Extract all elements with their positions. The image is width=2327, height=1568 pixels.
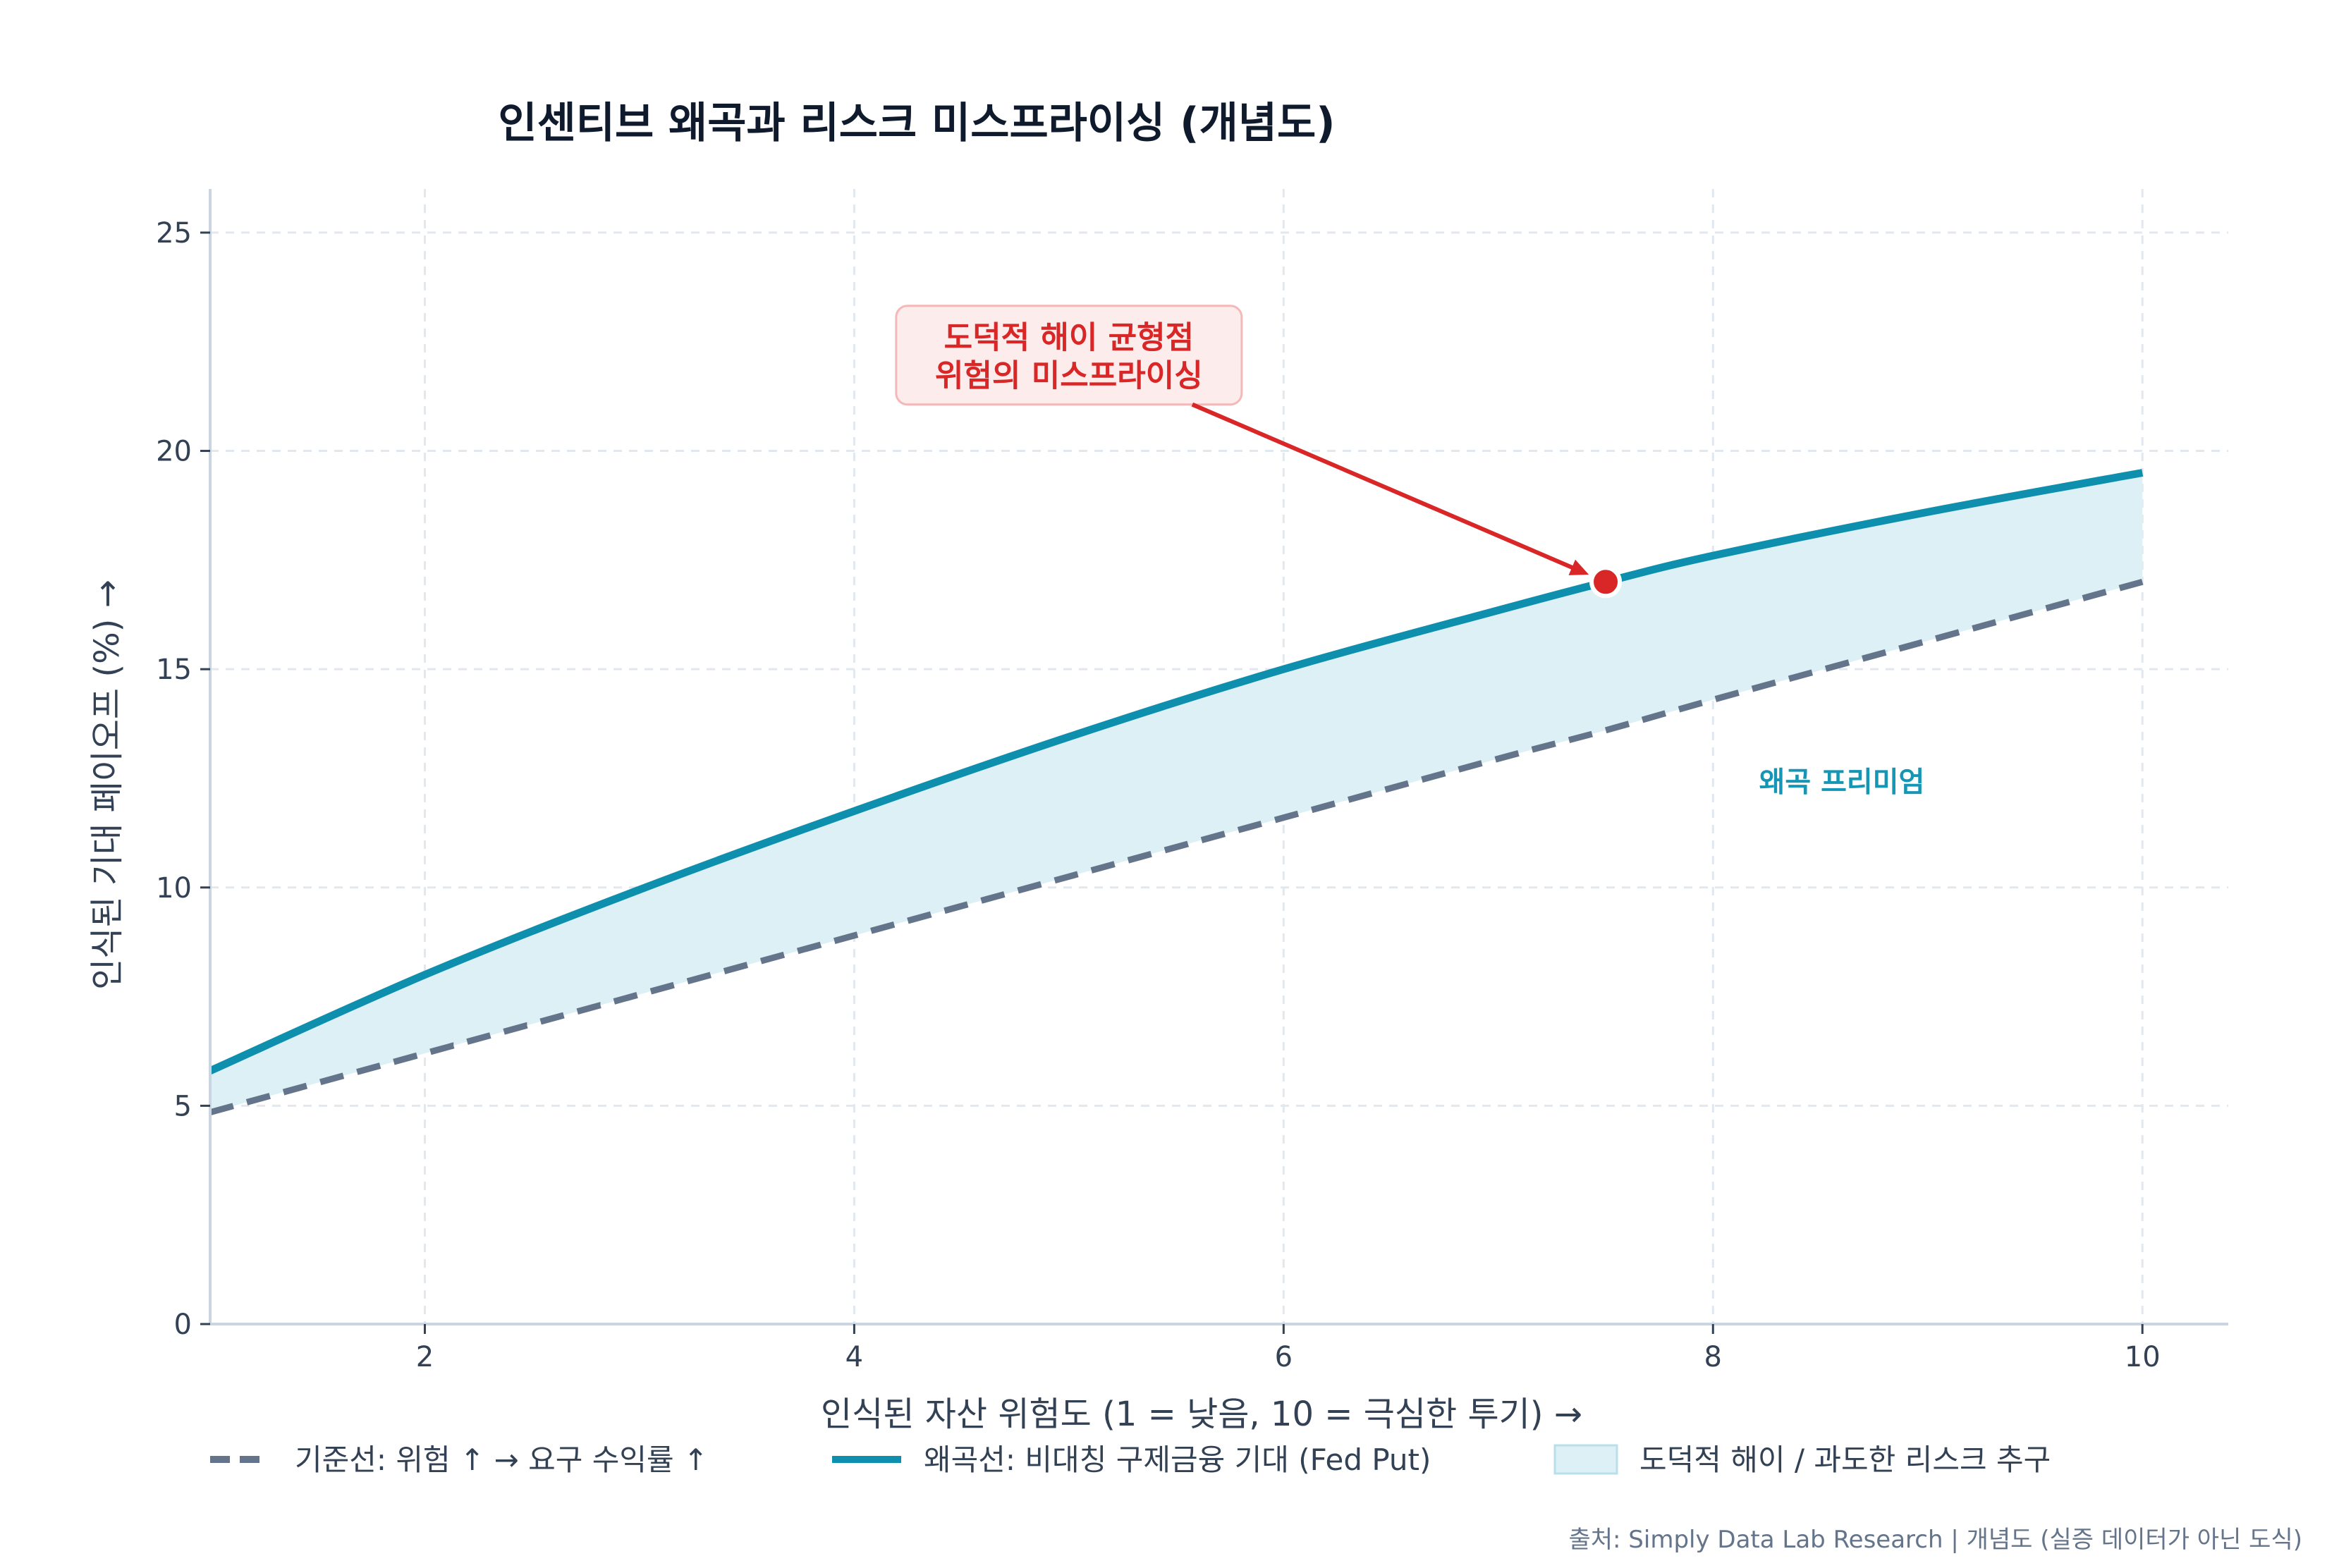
source-note: 출처: Simply Data Lab Research | 개념도 (실증 데… bbox=[1568, 1526, 2302, 1554]
y-tick-label: 25 bbox=[156, 217, 192, 250]
legend-fill-swatch bbox=[1553, 1444, 1618, 1475]
y-axis-label: 인식된 기대 페이오프 (%) → bbox=[87, 580, 127, 990]
x-tick-label: 10 bbox=[2125, 1341, 2161, 1373]
x-axis-label: 인식된 자산 위험도 (1 = 낮음, 10 = 극심한 투기) → bbox=[821, 1395, 1582, 1434]
y-tick-label: 10 bbox=[156, 872, 192, 905]
y-tick-label: 20 bbox=[156, 436, 192, 468]
y-tick-label: 0 bbox=[174, 1309, 192, 1341]
fill-region-label: 왜곡 프리미엄 bbox=[1759, 766, 1925, 799]
y-tick-label: 15 bbox=[156, 654, 192, 686]
annotation-arrowhead bbox=[1568, 559, 1589, 575]
legend-baseline-label: 기준선: 위험 ↑ → 요구 수익률 ↑ bbox=[295, 1443, 708, 1477]
annotation-text-line1: 도덕적 해이 균형점 bbox=[944, 320, 1194, 356]
x-tick-label: 6 bbox=[1275, 1341, 1293, 1373]
annotation-box bbox=[895, 305, 1243, 406]
moral-hazard-fill-area bbox=[210, 472, 2143, 1113]
tick-labels: 2 4 6 8 10 0 5 10 15 20 25 bbox=[156, 217, 2161, 1373]
x-tick-label: 2 bbox=[416, 1341, 434, 1373]
equilibrium-point-marker bbox=[1589, 565, 1623, 599]
x-tick-label: 8 bbox=[1704, 1341, 1722, 1373]
annotation-text-line2: 위험의 미스프라이싱 bbox=[935, 358, 1203, 394]
legend: 기준선: 위험 ↑ → 요구 수익률 ↑ 왜곡선: 비대칭 구제금융 기대 (F… bbox=[210, 1443, 2051, 1477]
distorted-series-line bbox=[208, 469, 2144, 1074]
annotation: 도덕적 해이 균형점 위험의 미스프라이싱 bbox=[895, 305, 1623, 599]
x-tick-label: 4 bbox=[845, 1341, 863, 1373]
axes bbox=[209, 189, 2228, 1325]
grid-lines bbox=[210, 189, 2228, 1324]
y-tick-label: 5 bbox=[174, 1090, 192, 1122]
annotation-arrow bbox=[1191, 402, 1584, 574]
legend-distorted-label: 왜곡선: 비대칭 구제금융 기대 (Fed Put) bbox=[924, 1443, 1431, 1477]
baseline-series-line bbox=[209, 578, 2144, 1116]
chart-title: 인센티브 왜곡과 리스크 미스프라이싱 (개념도) bbox=[498, 99, 1335, 148]
legend-fill-label: 도덕적 해이 / 과도한 리스크 추구 bbox=[1639, 1443, 2051, 1477]
